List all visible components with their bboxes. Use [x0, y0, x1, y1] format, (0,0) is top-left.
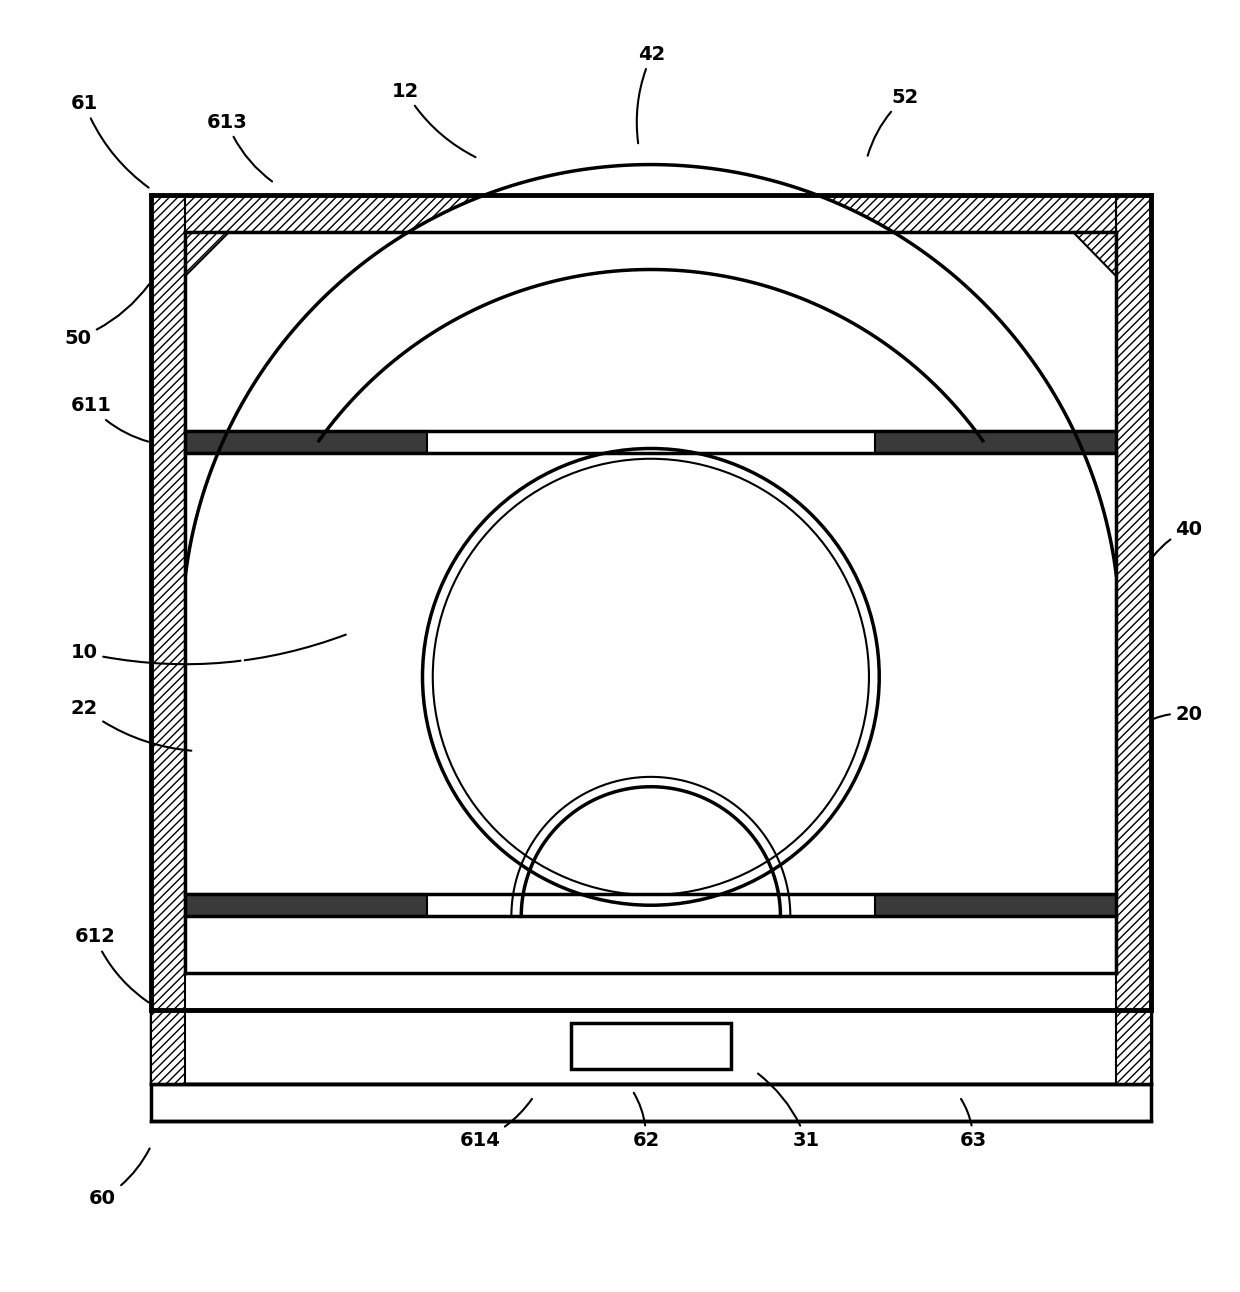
- Polygon shape: [151, 195, 186, 1010]
- Circle shape: [423, 448, 879, 906]
- Polygon shape: [874, 894, 1116, 916]
- Text: 40: 40: [1152, 519, 1203, 557]
- Text: 42: 42: [637, 45, 666, 143]
- Polygon shape: [151, 1084, 1151, 1121]
- Polygon shape: [1116, 195, 1151, 1010]
- Text: 62: 62: [632, 1093, 660, 1150]
- Polygon shape: [186, 432, 427, 453]
- Polygon shape: [570, 1022, 732, 1070]
- Text: 613: 613: [207, 112, 272, 181]
- Text: 50: 50: [64, 284, 149, 348]
- Text: 612: 612: [74, 928, 149, 1003]
- Polygon shape: [186, 195, 1116, 233]
- Text: 61: 61: [71, 94, 149, 187]
- Text: 31: 31: [758, 1074, 820, 1150]
- Text: 22: 22: [71, 699, 191, 751]
- Polygon shape: [151, 1010, 1151, 1084]
- Text: 611: 611: [71, 397, 149, 442]
- Text: 12: 12: [392, 81, 476, 158]
- Polygon shape: [186, 233, 1116, 973]
- Text: 614: 614: [460, 1099, 532, 1150]
- Polygon shape: [186, 233, 228, 275]
- Polygon shape: [186, 894, 427, 916]
- Text: 52: 52: [868, 88, 919, 156]
- Text: 63: 63: [960, 1099, 987, 1150]
- Polygon shape: [1073, 233, 1116, 275]
- Polygon shape: [874, 432, 1116, 453]
- Polygon shape: [151, 1010, 186, 1084]
- Polygon shape: [186, 233, 1116, 973]
- Text: 20: 20: [1153, 705, 1203, 724]
- Text: 10: 10: [71, 634, 346, 664]
- Polygon shape: [521, 787, 780, 916]
- Text: 60: 60: [89, 1149, 150, 1208]
- Polygon shape: [186, 164, 1116, 677]
- Polygon shape: [1116, 1010, 1151, 1084]
